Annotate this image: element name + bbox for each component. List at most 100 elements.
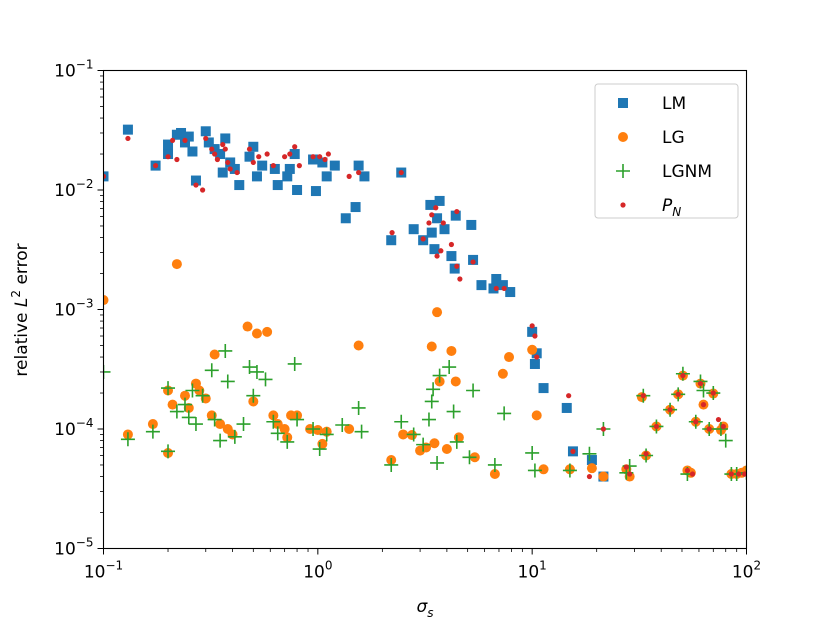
data-point	[161, 381, 176, 396]
data-point	[426, 220, 432, 226]
data-point	[183, 131, 194, 142]
data-point	[204, 363, 219, 378]
data-point	[279, 424, 290, 434]
data-point	[256, 154, 262, 160]
data-point	[386, 235, 397, 246]
legend-label: PN	[662, 196, 681, 219]
data-point	[203, 135, 209, 142]
data-point	[225, 159, 231, 166]
data-point	[209, 144, 220, 155]
data-point	[501, 285, 507, 292]
data-point	[258, 372, 273, 387]
data-point	[280, 434, 295, 449]
data-point	[527, 463, 542, 478]
data-point	[700, 402, 707, 408]
data-point	[570, 448, 576, 454]
data-point	[335, 418, 350, 433]
data-point	[398, 169, 404, 176]
data-point	[270, 426, 285, 441]
data-point	[213, 433, 228, 448]
data-point	[529, 323, 535, 329]
data-point	[181, 410, 196, 425]
data-point	[416, 437, 431, 452]
data-point	[145, 424, 160, 439]
series-lg	[103, 259, 747, 482]
data-point	[426, 227, 437, 238]
data-point	[497, 368, 508, 379]
data-point	[736, 471, 742, 477]
data-point	[214, 156, 221, 163]
data-point	[289, 149, 300, 160]
data-point	[454, 208, 460, 215]
data-point	[462, 450, 477, 465]
data-point	[449, 263, 460, 274]
data-point	[269, 163, 280, 174]
data-point	[440, 220, 446, 226]
data-point	[242, 360, 257, 375]
data-point	[251, 171, 262, 182]
data-point	[103, 295, 109, 306]
data-point	[177, 397, 192, 412]
data-point	[476, 280, 487, 291]
data-point	[470, 259, 476, 265]
data-point	[442, 360, 457, 375]
y-tick-label: 10−3	[54, 297, 93, 321]
data-point	[264, 151, 270, 157]
data-point	[200, 126, 211, 137]
data-point	[229, 163, 240, 174]
data-point	[561, 402, 572, 413]
data-point	[317, 154, 323, 160]
data-point	[582, 446, 597, 461]
data-point	[312, 442, 327, 457]
data-point	[598, 471, 609, 482]
data-point	[220, 141, 226, 148]
data-point	[429, 212, 435, 218]
data-point	[534, 354, 540, 360]
series-p-n	[103, 135, 747, 480]
data-point	[220, 374, 235, 389]
legend-marker	[618, 98, 628, 108]
y-tick-label: 10−2	[54, 177, 93, 201]
data-point	[531, 348, 542, 359]
data-point	[696, 383, 711, 398]
data-point	[215, 149, 226, 160]
data-point	[287, 356, 302, 371]
data-point	[200, 187, 206, 193]
data-point	[527, 344, 538, 355]
data-point	[432, 307, 443, 318]
data-point	[310, 186, 321, 197]
data-point	[350, 202, 361, 213]
data-point	[439, 224, 450, 235]
data-point	[171, 259, 182, 270]
y-tick-label: 10−4	[54, 416, 93, 440]
data-point	[207, 412, 222, 427]
data-point	[406, 427, 421, 442]
data-point	[627, 471, 633, 477]
data-point	[165, 154, 171, 160]
data-point	[529, 358, 540, 369]
data-point	[426, 341, 437, 352]
data-point	[689, 471, 696, 477]
data-point	[234, 180, 245, 191]
data-point	[284, 163, 295, 174]
y-tick-label: 10−1	[54, 58, 93, 82]
data-point	[188, 417, 203, 432]
data-point	[329, 160, 340, 171]
legend-box	[594, 83, 739, 219]
data-point	[429, 244, 440, 255]
data-point	[103, 173, 107, 179]
data-point	[218, 343, 233, 358]
legend-marker	[620, 202, 626, 208]
data-point	[675, 391, 681, 397]
data-point	[282, 171, 293, 182]
data-point	[122, 124, 133, 135]
legend-label: LGNM	[662, 162, 712, 182]
data-point	[450, 376, 461, 387]
data-point	[525, 445, 540, 460]
data-point	[120, 432, 135, 447]
data-point	[244, 151, 255, 162]
data-point	[434, 253, 440, 259]
x-tick-label: 102	[732, 559, 761, 583]
data-point	[176, 127, 187, 138]
data-point	[718, 433, 733, 448]
